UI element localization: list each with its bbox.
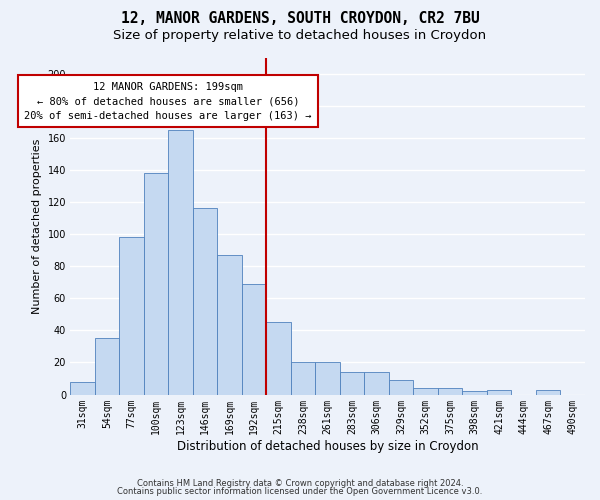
Text: 12 MANOR GARDENS: 199sqm
← 80% of detached houses are smaller (656)
20% of semi-: 12 MANOR GARDENS: 199sqm ← 80% of detach… — [25, 82, 312, 121]
Bar — [487, 390, 511, 394]
Bar — [242, 284, 266, 395]
Bar — [340, 372, 364, 394]
Bar — [266, 322, 291, 394]
Bar — [144, 173, 168, 394]
Text: Size of property relative to detached houses in Croydon: Size of property relative to detached ho… — [113, 29, 487, 42]
Bar — [168, 130, 193, 394]
Bar — [119, 237, 144, 394]
X-axis label: Distribution of detached houses by size in Croydon: Distribution of detached houses by size … — [177, 440, 478, 452]
Text: 12, MANOR GARDENS, SOUTH CROYDON, CR2 7BU: 12, MANOR GARDENS, SOUTH CROYDON, CR2 7B… — [121, 11, 479, 26]
Bar — [193, 208, 217, 394]
Bar — [536, 390, 560, 394]
Y-axis label: Number of detached properties: Number of detached properties — [32, 138, 42, 314]
Text: Contains public sector information licensed under the Open Government Licence v3: Contains public sector information licen… — [118, 487, 482, 496]
Bar — [438, 388, 463, 394]
Bar — [291, 362, 316, 394]
Bar — [316, 362, 340, 394]
Bar — [217, 255, 242, 394]
Bar — [389, 380, 413, 394]
Bar — [70, 382, 95, 394]
Bar — [413, 388, 438, 394]
Text: Contains HM Land Registry data © Crown copyright and database right 2024.: Contains HM Land Registry data © Crown c… — [137, 478, 463, 488]
Bar — [463, 392, 487, 394]
Bar — [364, 372, 389, 394]
Bar — [95, 338, 119, 394]
